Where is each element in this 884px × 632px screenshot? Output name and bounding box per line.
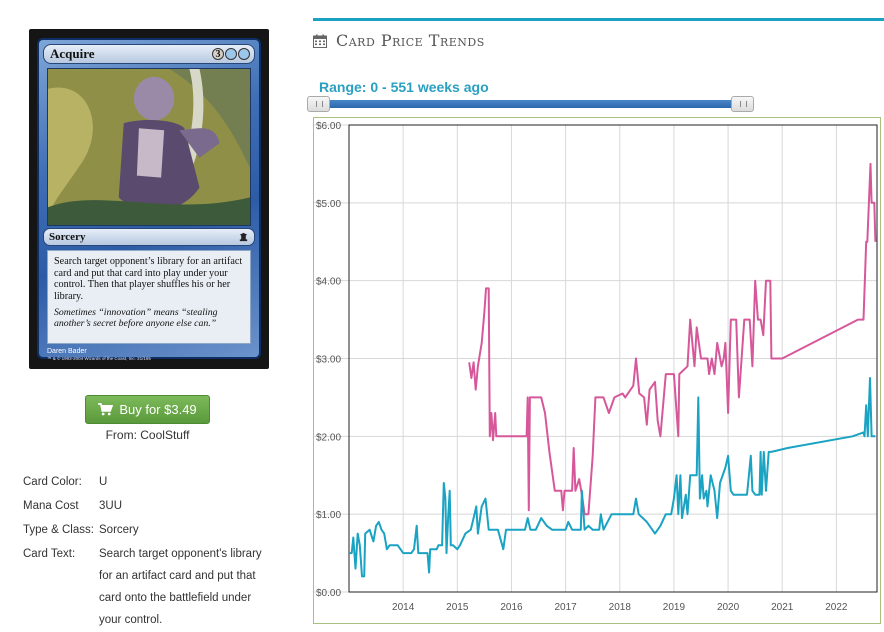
card-artwork <box>47 68 251 226</box>
series-line-teal <box>349 377 876 578</box>
y-tick-label: $3.00 <box>316 355 341 366</box>
range-slider[interactable] <box>307 96 754 112</box>
price-trends-title: Card Price Trends <box>336 31 485 50</box>
y-tick-label: $4.00 <box>316 277 341 288</box>
detail-value: U <box>99 476 108 488</box>
mana-blue-symbol <box>238 48 250 60</box>
buy-button-label: Buy for $3.49 <box>119 402 197 417</box>
price-chart-svg: $0.00 $1.00 $2.00 $3.00 $4.00 $5.00 $6.00 2014 2… <box>314 121 878 613</box>
range-label: Range: 0 - 551 weeks ago <box>319 79 489 95</box>
calendar-icon <box>313 34 327 48</box>
buy-button[interactable]: Buy for $3.49 <box>85 395 210 424</box>
mana-generic-symbol: 3 <box>212 48 224 60</box>
detail-value: 3UU <box>99 500 123 512</box>
card-image: Acquire 3 Sorcery <box>29 29 269 369</box>
detail-label: Card Color: <box>23 476 82 488</box>
card-title-bar: Acquire 3 <box>43 44 255 64</box>
seller-source: From: CoolStuff <box>105 428 190 442</box>
section-divider <box>313 18 884 21</box>
detail-row-mana-cost: Mana Cost 3UU <box>23 494 269 518</box>
range-slider-end-handle[interactable] <box>731 96 754 112</box>
x-tick-label: 2016 <box>500 602 523 613</box>
x-tick-label: 2017 <box>554 602 577 613</box>
x-tick-label: 2019 <box>663 602 686 613</box>
detail-value: Sorcery <box>99 524 139 536</box>
shopping-cart-icon <box>98 403 114 416</box>
card-flavor-text: Sometimes “innovation” means “stealing a… <box>54 307 218 329</box>
card-type-bar: Sorcery <box>43 228 255 246</box>
detail-value: Search target opponent's library for an … <box>99 548 262 626</box>
mana-blue-symbol <box>225 48 237 60</box>
detail-row-color: Card Color: U <box>23 470 269 494</box>
card-type-line: Sorcery <box>49 231 86 243</box>
card-artwork-illustration <box>48 69 250 225</box>
y-tick-label: $5.00 <box>316 199 341 210</box>
detail-label: Mana Cost <box>23 500 79 512</box>
y-tick-label: $0.00 <box>316 588 341 599</box>
price-chart: $0.00 $1.00 $2.00 $3.00 $4.00 $5.00 $6.00 2014 2… <box>313 117 881 624</box>
mana-cost-symbols: 3 <box>212 48 250 60</box>
y-tick-label: $1.00 <box>316 510 341 521</box>
range-slider-start-handle[interactable] <box>307 96 330 112</box>
x-tick-label: 2022 <box>825 602 848 613</box>
card-rules-text: Search target opponent’s library for an … <box>54 256 243 302</box>
range-slider-track[interactable] <box>319 100 742 108</box>
card-name: Acquire <box>50 46 95 61</box>
series-line-pink <box>468 162 877 516</box>
x-tick-label: 2014 <box>392 602 415 613</box>
y-tick-label: $6.00 <box>316 121 341 132</box>
plot-frame <box>348 124 878 593</box>
x-tick-label: 2020 <box>717 602 740 613</box>
price-trends-header: Card Price Trends <box>313 31 485 50</box>
detail-row-card-text: Card Text: Search target opponent's libr… <box>23 542 269 631</box>
detail-label: Card Text: <box>23 548 76 560</box>
x-tick-label: 2018 <box>609 602 632 613</box>
card-credits: Daren Bader ™ & © 1993-2004 Wizards of t… <box>47 348 151 362</box>
y-tick-label: $2.00 <box>316 432 341 443</box>
card-artist: Daren Bader <box>47 348 87 355</box>
card-text-box: Search target opponent’s library for an … <box>47 250 251 344</box>
x-tick-label: 2021 <box>771 602 794 613</box>
detail-label: Type & Class: <box>23 524 94 536</box>
x-tick-label: 2015 <box>446 602 469 613</box>
card-frame: Acquire 3 Sorcery <box>37 38 261 362</box>
card-details-list: Card Color: U Mana Cost 3UU Type & Class… <box>23 470 269 631</box>
card-copyright: ™ & © 1993-2004 Wizards of the Coast, In… <box>47 356 151 361</box>
set-symbol-icon <box>239 232 248 241</box>
detail-row-type: Type & Class: Sorcery <box>23 518 269 542</box>
